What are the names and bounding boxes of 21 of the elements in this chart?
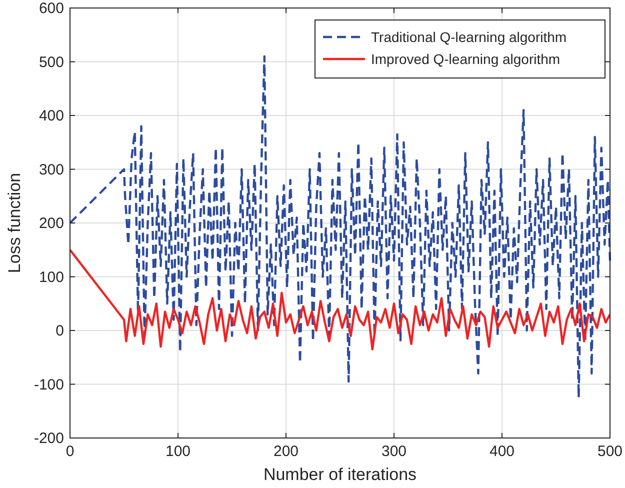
y-tick-label: 300 bbox=[38, 161, 64, 178]
x-tick-label: 300 bbox=[381, 443, 407, 460]
x-axis-title: Number of iterations bbox=[263, 465, 417, 484]
y-tick-label: 0 bbox=[56, 322, 64, 340]
x-tick-label: 400 bbox=[489, 443, 515, 460]
y-tick-label: -100 bbox=[34, 376, 64, 394]
y-tick-label: 200 bbox=[38, 215, 64, 232]
line-series bbox=[68, 55, 612, 399]
y-axis-title: Loss function bbox=[5, 172, 24, 274]
x-tick-label: 100 bbox=[165, 443, 191, 460]
x-tick-label: 200 bbox=[273, 443, 299, 460]
x-tick-label: 500 bbox=[597, 443, 623, 460]
y-tick-label: 400 bbox=[38, 108, 64, 124]
x-tick-label: 0 bbox=[66, 443, 74, 460]
legend-label: Traditional Q-learning algorithm bbox=[371, 29, 567, 45]
y-tick-label: 500 bbox=[38, 54, 64, 71]
line-series bbox=[68, 248, 612, 350]
y-tick-label: -200 bbox=[34, 430, 64, 447]
y-tick-label: 600 bbox=[38, 0, 64, 17]
legend-label: Improved Q-learning algorithm bbox=[371, 51, 560, 67]
y-tick-label: 100 bbox=[38, 268, 64, 286]
